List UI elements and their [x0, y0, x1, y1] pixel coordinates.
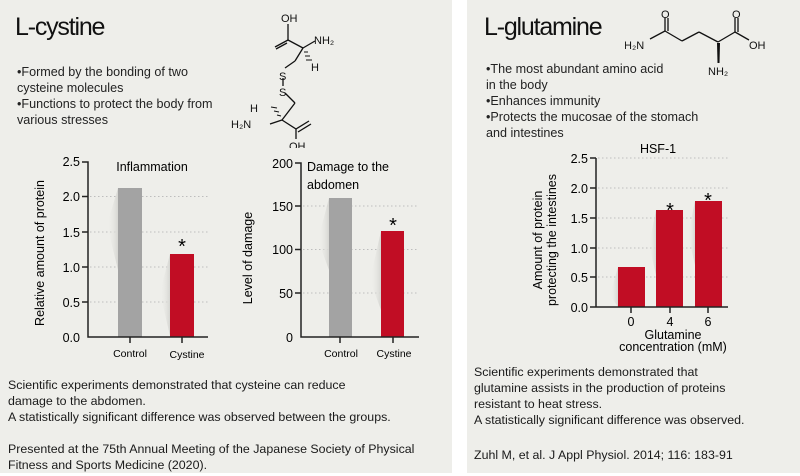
- bullet-line: in the body: [486, 78, 548, 92]
- y-tick: 100: [272, 243, 293, 257]
- bullet-line: •Protects the mucosae of the stomach: [486, 110, 699, 124]
- bullet-line: •The most abundant amino acid: [486, 62, 664, 76]
- y-axis-label-line: protecting the intestines: [545, 174, 559, 306]
- mol-label: O: [661, 9, 670, 21]
- description-line: glutamine assists in the production of p…: [474, 381, 726, 395]
- mol-label: NH₂: [708, 66, 728, 78]
- mol-label: H₂N: [625, 40, 644, 52]
- bullet-line: and intestines: [486, 126, 564, 140]
- description-line: Scientific experiments demonstrated that: [474, 365, 698, 379]
- mol-label: OH: [289, 141, 306, 148]
- bar-4mm: [656, 210, 683, 307]
- bar-cystine: [381, 231, 404, 337]
- l-cystine-title: L-cystine: [15, 13, 105, 41]
- l-glutamine-bullets: •The most abundant amino acid in the bod…: [486, 61, 698, 141]
- x-tick: Cystine: [169, 349, 204, 361]
- reference-line: Zuhl M, et al. J Appl Physiol. 2014; 116…: [474, 448, 733, 462]
- y-tick: 0.5: [571, 271, 588, 285]
- l-glutamine-title: L-glutamine: [484, 13, 603, 41]
- bullet-line: cysteine molecules: [17, 81, 124, 95]
- description-line: Scientific experiments demonstrated that…: [8, 378, 346, 392]
- y-tick: 2.5: [571, 152, 588, 166]
- y-tick: 2.5: [63, 155, 80, 169]
- significance-marker: *: [389, 215, 397, 237]
- y-tick: 0: [286, 331, 293, 345]
- bullet-line: •Formed by the bonding of two: [17, 65, 189, 79]
- mol-label: O: [732, 9, 741, 21]
- mol-label: S: [279, 87, 286, 99]
- cystine-description: Scientific experiments demonstrated that…: [8, 377, 391, 425]
- bar-0mm: [618, 267, 645, 307]
- y-axis-label-line: Amount of protein: [531, 191, 545, 290]
- bar-shadow: [370, 231, 381, 310]
- mol-label: NH₂: [314, 35, 334, 47]
- hsf1-chart: 0.0 0.5 1.0 1.5 2.0 2.5 HSF-1 * * 0 4 6 …: [531, 142, 728, 354]
- glutamine-reference: Zuhl M, et al. J Appl Physiol. 2014; 116…: [474, 447, 733, 463]
- y-tick: 2.0: [571, 182, 588, 196]
- bar-control: [118, 188, 142, 337]
- x-tick: Control: [324, 348, 358, 360]
- y-axis-label: Relative amount of protein: [33, 180, 47, 326]
- mol-label: H₂N: [231, 119, 251, 131]
- bar-shadow: [318, 198, 329, 270]
- y-tick: 150: [272, 200, 293, 214]
- l-cystine-panel: L-cystine •Formed by the bonding of two …: [0, 0, 452, 473]
- significance-marker: *: [704, 190, 712, 212]
- abdomen-damage-chart: 0 50 100 150 200 Damage to the abdomen *…: [241, 157, 419, 360]
- description-line: A statistically significant difference w…: [8, 410, 391, 424]
- reference-line: Fitness and Sports Medicine (2020).: [8, 458, 208, 472]
- y-tick: 1.5: [571, 212, 588, 226]
- x-axis-label-line: Glutamine: [645, 328, 702, 342]
- cystine-reference: Presented at the 75th Annual Meeting of …: [8, 441, 414, 473]
- chart-title-line: abdomen: [307, 178, 359, 192]
- chart-title: HSF-1: [640, 142, 676, 156]
- y-tick: 50: [279, 287, 293, 301]
- inflammation-chart: 0.0 0.5 1.0 1.5 2.0 2.5 Inflammation * C…: [33, 155, 208, 361]
- l-glutamine-panel: L-glutamine H₂N O O OH NH₂ •The most abu…: [467, 0, 800, 473]
- mol-label: OH: [281, 13, 298, 25]
- bullet-line: various stresses: [17, 113, 108, 127]
- y-tick: 1.0: [63, 261, 80, 275]
- mol-label: OH: [749, 40, 766, 52]
- description-line: resistant to heat stress.: [474, 397, 603, 411]
- chart-title-line: Damage to the: [307, 160, 389, 174]
- y-tick: 2.0: [63, 190, 80, 204]
- y-tick: 1.5: [63, 226, 80, 240]
- bullet-line: •Functions to protect the body from: [17, 97, 213, 111]
- chart-title: Inflammation: [116, 160, 188, 174]
- description-line: damage to the abdomen.: [8, 394, 146, 408]
- bar-shadow: [107, 188, 118, 270]
- glutamine-description: Scientific experiments demonstrated that…: [474, 364, 744, 428]
- description-line: A statistically significant difference w…: [474, 413, 745, 427]
- l-cystine-bullets: •Formed by the bonding of two cysteine m…: [17, 64, 213, 128]
- bar-cystine: [170, 254, 194, 337]
- significance-marker: *: [666, 200, 674, 222]
- significance-marker: *: [178, 236, 186, 258]
- x-tick: 4: [667, 315, 674, 329]
- mol-label: S: [279, 71, 286, 83]
- bar-shadow: [160, 254, 170, 336]
- mol-label: H: [250, 103, 258, 115]
- bar-control: [329, 198, 352, 337]
- y-tick: 0.5: [63, 296, 80, 310]
- bar-shadow: [610, 267, 618, 307]
- mol-label: H: [311, 62, 319, 74]
- bar-6mm: [695, 201, 722, 307]
- reference-line: Presented at the 75th Annual Meeting of …: [8, 442, 415, 456]
- x-tick: 0: [628, 315, 635, 329]
- bar-shadow: [688, 201, 695, 265]
- x-tick: Control: [113, 348, 147, 360]
- x-axis-label-line: concentration (mM): [619, 340, 727, 354]
- x-tick: 6: [705, 315, 712, 329]
- bar-shadow: [649, 210, 656, 275]
- y-axis-label: Level of damage: [241, 212, 255, 304]
- y-tick: 1.0: [571, 242, 588, 256]
- cystine-molecule-structure: OH NH₂ H S S H H₂N OH: [231, 13, 334, 148]
- glutamine-molecule-structure: H₂N O O OH NH₂: [625, 9, 766, 78]
- y-tick: 0.0: [571, 301, 588, 315]
- x-tick: Cystine: [376, 348, 411, 360]
- y-tick: 200: [272, 157, 293, 171]
- bullet-line: •Enhances immunity: [486, 94, 601, 108]
- y-tick: 0.0: [63, 331, 80, 345]
